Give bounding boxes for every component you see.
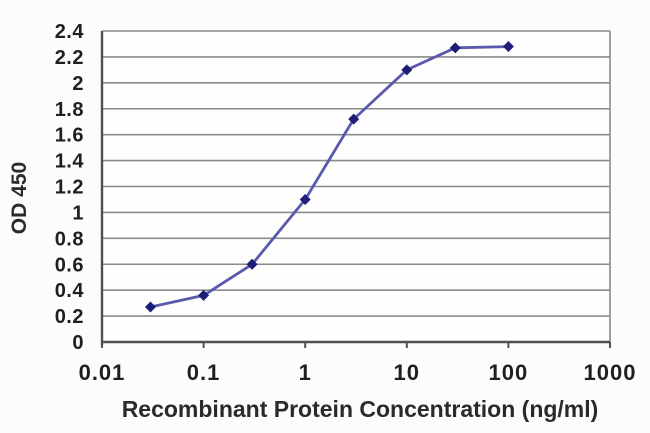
- y-tick-label: 1.8: [55, 99, 84, 121]
- series-line: [149, 45, 510, 309]
- x-tick-label: 0.1: [187, 360, 221, 385]
- y-tick-label: 0.4: [55, 280, 85, 302]
- x-tick-label: 0.01: [79, 360, 126, 385]
- x-tick-label: 10: [394, 360, 420, 385]
- plot-area: 0 0.2 0.4 0.6 0.8 1 1.2 1.4 1.6 1.8 2 2.2 2.4 0.01 0.1…: [55, 21, 637, 385]
- x-axis-title: Recombinant Protein Concentration (ng/ml…: [122, 396, 599, 422]
- data-point-marker: [246, 258, 258, 270]
- x-tick-label: 100: [489, 360, 529, 385]
- y-tick-label: 0.8: [55, 228, 84, 250]
- y-tick-label: 1.4: [55, 151, 85, 173]
- data-point-marker: [449, 42, 461, 54]
- y-tick-label: 0.6: [55, 254, 84, 276]
- y-tick-label: 1.6: [55, 125, 84, 147]
- y-tick-label: 2: [72, 73, 84, 95]
- y-axis-title: OD 450: [8, 162, 31, 234]
- data-point-marker: [502, 41, 514, 53]
- y-tick-label: 1.2: [55, 177, 84, 199]
- y-tick-label: 0.2: [55, 306, 84, 328]
- y-tick-label: 2.4: [55, 21, 85, 43]
- y-tick-label: 2.2: [55, 47, 84, 69]
- data-point-marker: [348, 113, 360, 125]
- data-point-marker: [198, 289, 210, 301]
- x-tick-label: 1000: [584, 360, 637, 385]
- data-point-marker: [144, 301, 156, 313]
- data-point-marker: [299, 193, 311, 205]
- x-tick-label: 1: [299, 360, 312, 385]
- data-point-marker: [401, 64, 413, 76]
- y-tick-label: 0: [72, 332, 84, 354]
- y-tick-label: 1: [72, 202, 84, 224]
